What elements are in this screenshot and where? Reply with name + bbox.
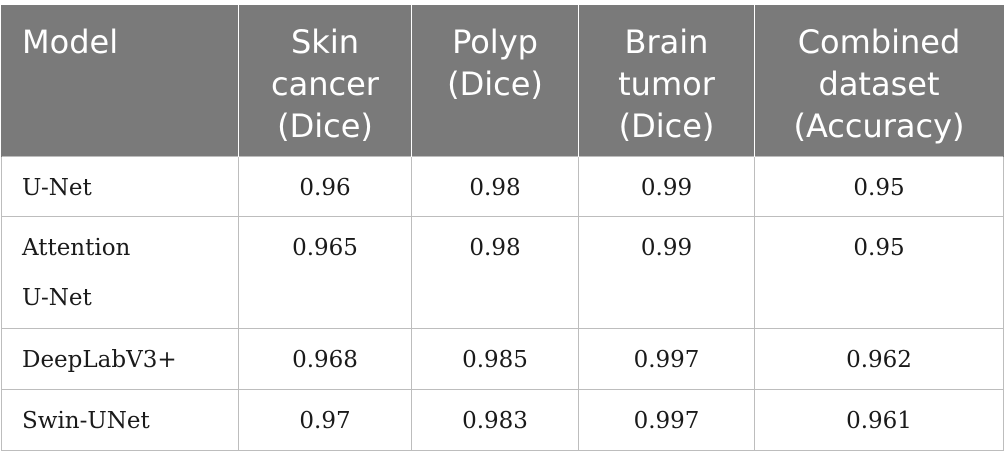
brain-tumor-value: 0.99 xyxy=(640,234,693,261)
polyp-value: 0.98 xyxy=(469,174,521,201)
skin-cancer-cell: 0.965 xyxy=(238,215,412,329)
header-polyp-label: Polyp (Dice) xyxy=(447,23,543,103)
combined-dataset-cell: 0.95 xyxy=(754,155,1004,217)
results-table: Model Skin cancer (Dice) Polyp (Dice) Br… xyxy=(1,5,1004,451)
table-header: Model Skin cancer (Dice) Polyp (Dice) Br… xyxy=(1,5,1004,156)
model-name: Attention U-Net xyxy=(22,234,131,311)
model-name-cell: U-Net xyxy=(1,155,239,217)
header-model: Model xyxy=(1,5,239,156)
skin-cancer-value: 0.968 xyxy=(292,346,358,373)
brain-tumor-cell: 0.99 xyxy=(578,215,755,329)
header-brain-tumor-label: Brain tumor (Dice) xyxy=(618,23,715,145)
brain-tumor-value: 0.997 xyxy=(633,407,700,434)
polyp-value: 0.98 xyxy=(469,234,521,261)
combined-dataset-cell: 0.95 xyxy=(754,215,1004,329)
brain-tumor-value: 0.997 xyxy=(633,346,700,373)
skin-cancer-cell: 0.96 xyxy=(238,155,412,217)
skin-cancer-value: 0.96 xyxy=(299,174,351,201)
combined-dataset-value: 0.95 xyxy=(853,234,905,261)
table-body: U-Net 0.96 0.98 0.99 0.95 Attention U-Ne… xyxy=(1,155,1004,451)
combined-dataset-value: 0.962 xyxy=(846,346,912,373)
brain-tumor-cell: 0.99 xyxy=(578,155,755,217)
combined-dataset-cell: 0.962 xyxy=(754,327,1004,390)
model-name: U-Net xyxy=(22,174,92,201)
polyp-value: 0.983 xyxy=(462,407,528,434)
model-name-cell: DeepLabV3+ xyxy=(1,327,239,390)
polyp-value: 0.985 xyxy=(462,346,528,373)
model-name-cell: Swin-UNet xyxy=(1,388,239,451)
combined-dataset-value: 0.95 xyxy=(853,174,905,201)
header-combined-dataset-label: Combined dataset (Accuracy) xyxy=(793,23,965,145)
combined-dataset-cell: 0.961 xyxy=(754,388,1004,451)
table-row: DeepLabV3+ 0.968 0.985 0.997 0.962 xyxy=(1,327,1004,390)
skin-cancer-value: 0.97 xyxy=(299,407,351,434)
model-name: DeepLabV3+ xyxy=(22,346,177,373)
polyp-cell: 0.983 xyxy=(411,388,579,451)
table-row: U-Net 0.96 0.98 0.99 0.95 xyxy=(1,155,1004,217)
skin-cancer-cell: 0.968 xyxy=(238,327,412,390)
header-row: Model Skin cancer (Dice) Polyp (Dice) Br… xyxy=(1,5,1004,156)
header-skin-cancer: Skin cancer (Dice) xyxy=(238,5,412,156)
polyp-cell: 0.98 xyxy=(411,155,579,217)
combined-dataset-value: 0.961 xyxy=(846,407,912,434)
header-brain-tumor: Brain tumor (Dice) xyxy=(578,5,755,156)
polyp-cell: 0.98 xyxy=(411,215,579,329)
skin-cancer-cell: 0.97 xyxy=(238,388,412,451)
table-row: Swin-UNet 0.97 0.983 0.997 0.961 xyxy=(1,388,1004,451)
header-polyp: Polyp (Dice) xyxy=(411,5,579,156)
brain-tumor-cell: 0.997 xyxy=(578,388,755,451)
polyp-cell: 0.985 xyxy=(411,327,579,390)
model-name: Swin-UNet xyxy=(22,407,150,434)
brain-tumor-value: 0.99 xyxy=(640,174,693,201)
header-model-label: Model xyxy=(22,23,119,61)
model-name-cell: Attention U-Net xyxy=(1,215,239,329)
table-row: Attention U-Net 0.965 0.98 0.99 0.95 xyxy=(1,215,1004,329)
brain-tumor-cell: 0.997 xyxy=(578,327,755,390)
header-skin-cancer-label: Skin cancer (Dice) xyxy=(271,23,379,145)
header-combined-dataset: Combined dataset (Accuracy) xyxy=(754,5,1004,156)
skin-cancer-value: 0.965 xyxy=(292,234,358,261)
